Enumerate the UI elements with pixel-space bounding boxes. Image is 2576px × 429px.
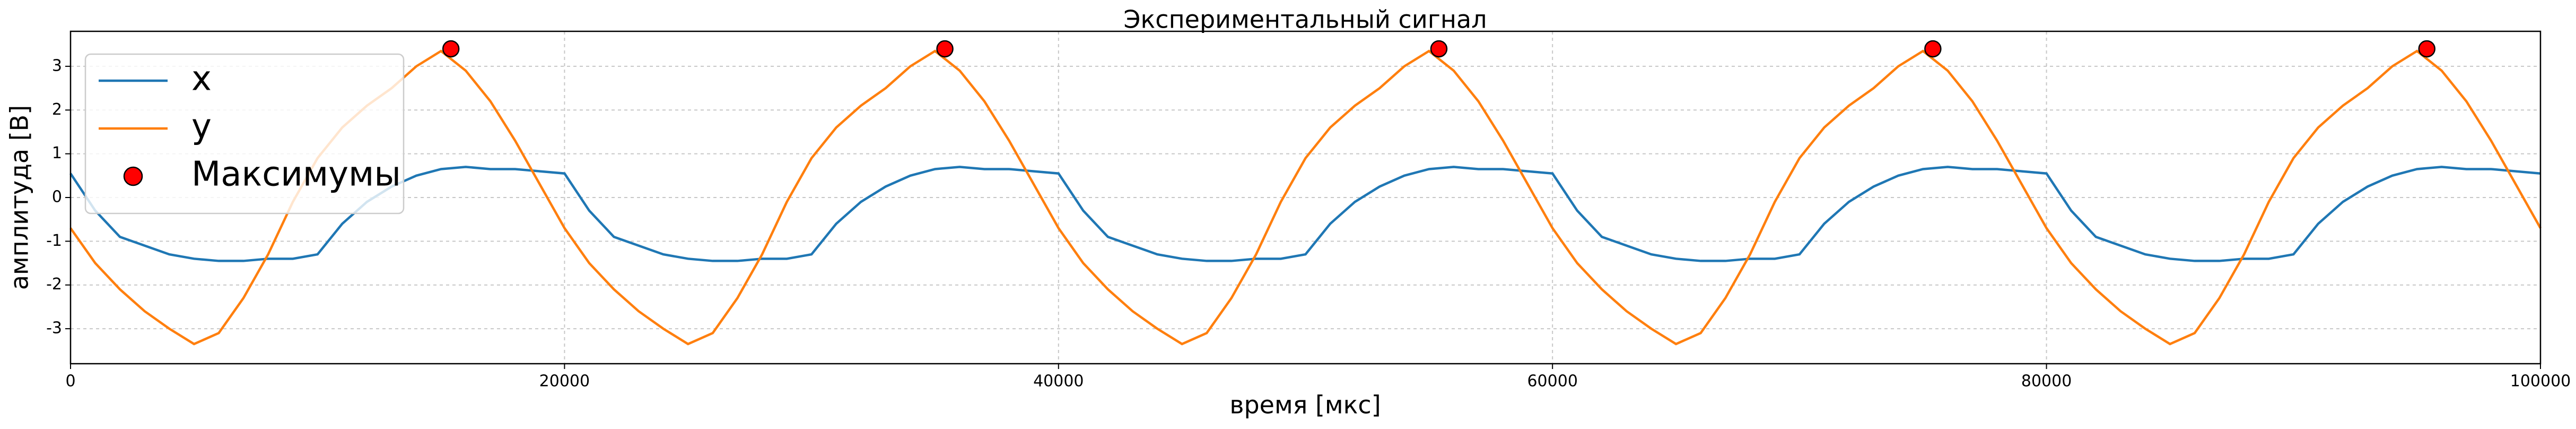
maximum-point bbox=[442, 40, 460, 58]
legend-box bbox=[84, 53, 405, 214]
chart-title: Экспериментальный сигнал bbox=[1123, 5, 1487, 34]
x-tick-label: 20000 bbox=[539, 372, 590, 391]
y-tick-label: -3 bbox=[46, 319, 62, 338]
maximum-point bbox=[2418, 40, 2436, 58]
line-series bbox=[69, 49, 2542, 346]
legend-label: Максимумы bbox=[191, 155, 401, 194]
y-tick-label: 3 bbox=[52, 56, 62, 75]
legend-label: y bbox=[191, 107, 212, 147]
maximum-point bbox=[936, 40, 954, 58]
y-tick-label: -1 bbox=[46, 231, 62, 250]
legend-label: x bbox=[191, 59, 212, 99]
line-series bbox=[69, 166, 2541, 262]
x-tick-label: 60000 bbox=[1527, 372, 1577, 391]
y-axis-label: амплитуда [В] bbox=[5, 105, 34, 290]
x-tick-label: 0 bbox=[65, 372, 75, 391]
plot-frame bbox=[69, 30, 2542, 365]
x-tick-label: 100000 bbox=[2510, 372, 2571, 391]
y-tick-label: 1 bbox=[52, 144, 62, 162]
x-tick-label: 40000 bbox=[1033, 372, 1084, 391]
x-tick-label: 80000 bbox=[2021, 372, 2072, 391]
maximum-point bbox=[1430, 40, 1448, 58]
maximum-point bbox=[1924, 40, 1942, 58]
x-axis-label: время [мкс] bbox=[1229, 391, 1381, 419]
y-tick-label: 2 bbox=[52, 100, 62, 119]
y-tick-label: -2 bbox=[46, 275, 62, 294]
legend-marker bbox=[123, 166, 143, 186]
y-tick-label: 0 bbox=[52, 188, 62, 207]
